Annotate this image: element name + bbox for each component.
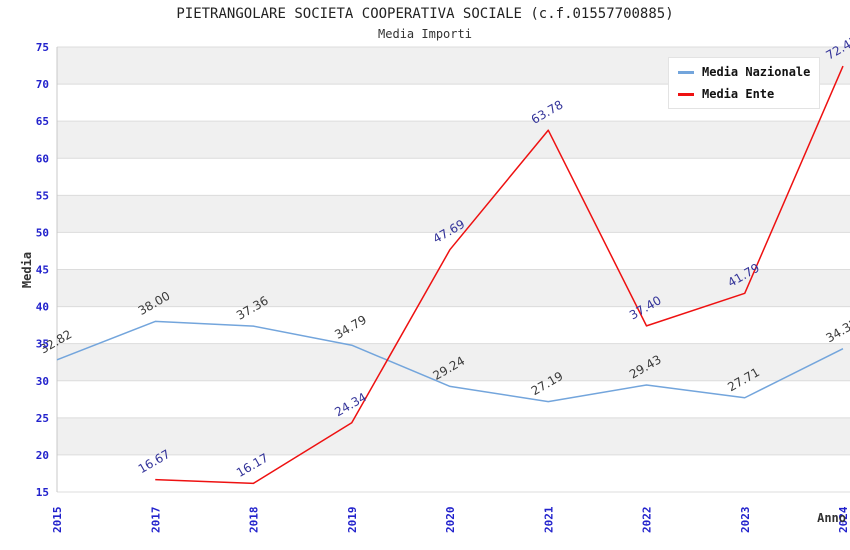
plot-band [57,121,850,159]
media-nazionale-value-label: 34.79 [332,313,369,342]
y-tick-label: 15 [36,486,49,499]
x-tick-label: 2023 [739,507,752,534]
y-tick-label: 35 [36,338,49,351]
y-tick-label: 30 [36,375,49,388]
media-ente-line-swatch [678,92,694,96]
legend-item-media-ente: Media Ente [678,87,810,101]
x-tick-label: 2019 [346,507,359,534]
plot-band [57,269,850,307]
x-tick-label: 2021 [542,506,555,533]
plot-band [57,195,850,233]
media-ente-value-label: 24.34 [332,390,369,419]
y-tick-label: 50 [36,226,49,239]
y-tick-label: 40 [36,301,49,314]
chart-subtitle: Media Importi [378,27,472,41]
x-tick-label: 2018 [248,507,261,534]
y-tick-label: 20 [36,449,49,462]
y-tick-label: 60 [36,152,49,165]
chart-title: PIETRANGOLARE SOCIETA COOPERATIVA SOCIAL… [176,6,674,22]
x-axis-title: Anno [817,511,846,525]
x-tick-label: 2017 [149,507,162,534]
media-nazionale-line-swatch [678,70,694,74]
legend-label-media-ente: Media Ente [702,87,775,101]
plot-band [57,417,850,455]
plot-band [57,343,850,381]
media-nazionale-line [56,320,844,403]
y-axis-title: Media [20,251,34,289]
legend: Media Nazionale Media Ente [668,57,821,109]
x-tick-label: 2015 [51,507,64,534]
media-nazionale-value-label: 34.32 [824,316,850,345]
media-ente-line [155,65,844,485]
y-tick-label: 70 [36,78,49,91]
legend-item-media-nazionale: Media Nazionale [678,65,810,79]
x-tick-label: 2020 [444,507,457,534]
y-tick-label: 25 [36,412,49,425]
y-tick-label: 75 [36,41,49,54]
y-tick-label: 65 [36,115,49,128]
x-tick-label: 2024 [837,506,850,533]
x-tick-label: 2022 [641,507,654,534]
legend-label-media-nazionale: Media Nazionale [702,65,811,79]
y-tick-label: 45 [36,264,49,277]
y-tick-label: 55 [36,189,49,202]
